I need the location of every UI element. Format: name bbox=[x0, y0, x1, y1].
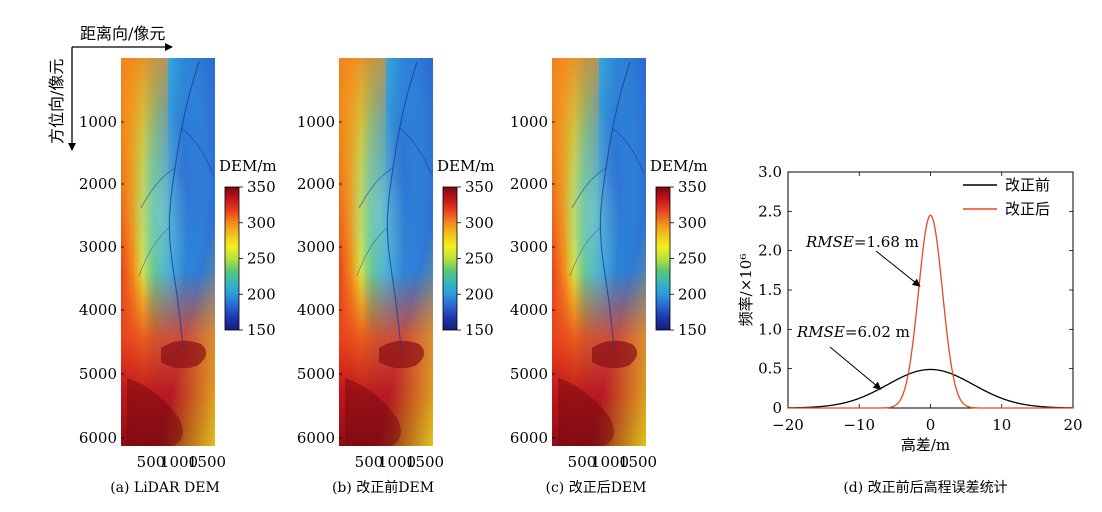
colorbar-tick-label: 300 bbox=[678, 214, 707, 232]
legend-label: 改正后 bbox=[1005, 200, 1050, 218]
dem-panel-caption: (b) 改正前DEM bbox=[332, 479, 434, 496]
x-tick-label: 20 bbox=[1063, 416, 1082, 434]
dem-x-tick-label: 1000 bbox=[160, 453, 198, 471]
dem-x-tick-label: 1500 bbox=[406, 453, 444, 471]
dem-y-tick-label: 3000 bbox=[510, 238, 548, 256]
dem-image bbox=[339, 58, 433, 446]
colorbar-tick-label: 350 bbox=[465, 178, 494, 196]
dem-y-tick-label: 1000 bbox=[510, 113, 548, 131]
x-axis-label: 高差/m bbox=[901, 436, 950, 454]
y-tick-label: 0 bbox=[772, 399, 782, 417]
colorbar-tick-label: 150 bbox=[678, 321, 707, 339]
dem-panel-caption: (a) LiDAR DEM bbox=[110, 480, 220, 496]
dem-x-tick-label: 1000 bbox=[591, 453, 629, 471]
legend-label: 改正前 bbox=[1005, 176, 1050, 194]
series-line-1 bbox=[788, 214, 1073, 409]
colorbar-tick-label: 150 bbox=[465, 321, 494, 339]
dem-x-tick-label: 500 bbox=[568, 453, 597, 471]
colorbar-tick-label: 350 bbox=[247, 178, 276, 196]
dem-y-tick-label: 1000 bbox=[297, 113, 335, 131]
colorbar-tick-label: 200 bbox=[247, 285, 276, 303]
colorbar bbox=[442, 186, 458, 331]
dem-x-tick-label: 500 bbox=[355, 453, 384, 471]
dem-image bbox=[552, 58, 646, 446]
rmse-annotation: RMSE=6.02 m bbox=[796, 323, 910, 341]
colorbar-title: DEM/m bbox=[219, 157, 277, 175]
dem-y-tick-label: 4000 bbox=[79, 301, 117, 319]
chart-caption: (d) 改正前后高程误差统计 bbox=[843, 479, 1007, 496]
dem-y-tick-label: 2000 bbox=[510, 175, 548, 193]
dem-panel-caption: (c) 改正后DEM bbox=[546, 480, 647, 496]
x-tick-label: 10 bbox=[992, 416, 1011, 434]
colorbar-tick-label: 300 bbox=[247, 214, 276, 232]
colorbar bbox=[655, 186, 671, 331]
dem-x-tick-label: 1000 bbox=[378, 453, 416, 471]
colorbar-tick-label: 200 bbox=[465, 285, 494, 303]
dem-y-tick-label: 6000 bbox=[297, 429, 335, 447]
dem-image bbox=[121, 58, 215, 446]
colorbar-tick-label: 150 bbox=[247, 321, 276, 339]
colorbar-tick-label: 350 bbox=[678, 178, 707, 196]
colorbar bbox=[224, 186, 240, 331]
dem-y-tick-label: 4000 bbox=[510, 301, 548, 319]
colorbar-title: DEM/m bbox=[650, 157, 708, 175]
dem-y-tick-label: 6000 bbox=[510, 429, 548, 447]
colorbar-tick-label: 250 bbox=[247, 250, 276, 268]
dem-x-tick-label: 1500 bbox=[619, 453, 657, 471]
rmse-annotation: RMSE=1.68 m bbox=[805, 233, 919, 251]
dem-y-tick-label: 1000 bbox=[79, 113, 117, 131]
y-axis-label: 频率/×10⁶ bbox=[737, 254, 755, 327]
x-tick-label: −20 bbox=[772, 416, 804, 434]
rmse-arrow bbox=[829, 346, 882, 390]
rmse-arrow bbox=[875, 250, 921, 287]
colorbar-title: DEM/m bbox=[437, 157, 495, 175]
colorbar-tick-label: 250 bbox=[678, 250, 707, 268]
x-tick-label: 0 bbox=[926, 416, 936, 434]
dem-y-tick-label: 4000 bbox=[297, 301, 335, 319]
y-tick-label: 2.5 bbox=[758, 202, 782, 220]
dem-y-tick-label: 6000 bbox=[79, 429, 117, 447]
dem-y-tick-label: 5000 bbox=[79, 365, 117, 383]
dem-y-tick-label: 5000 bbox=[510, 365, 548, 383]
dem-y-tick-label: 2000 bbox=[297, 175, 335, 193]
colorbar-tick-label: 300 bbox=[465, 214, 494, 232]
y-tick-label: 3.0 bbox=[758, 163, 782, 181]
series-line-0 bbox=[787, 368, 1074, 409]
y-tick-label: 0.5 bbox=[758, 360, 782, 378]
y-tick-label: 2.0 bbox=[758, 242, 782, 260]
dem-x-tick-label: 1500 bbox=[188, 453, 226, 471]
azimuth-direction-label: 方位向/像元 bbox=[47, 59, 66, 144]
dem-y-tick-label: 5000 bbox=[297, 365, 335, 383]
dem-y-tick-label: 3000 bbox=[79, 238, 117, 256]
y-tick-label: 1.0 bbox=[758, 320, 782, 338]
x-tick-label: −10 bbox=[843, 416, 875, 434]
error-distribution-chart: −20 −10 0 10 20 0 0.5 1.0 1.5 2.0 2.5 3.0 高差/m 频率/×10… bbox=[737, 163, 1083, 496]
dem-y-tick-label: 2000 bbox=[79, 175, 117, 193]
range-direction-label: 距离向/像元 bbox=[80, 24, 165, 43]
y-tick-label: 1.5 bbox=[758, 281, 782, 299]
dem-y-tick-label: 3000 bbox=[297, 238, 335, 256]
colorbar-tick-label: 250 bbox=[465, 250, 494, 268]
colorbar-tick-label: 200 bbox=[678, 285, 707, 303]
dem-x-tick-label: 500 bbox=[137, 453, 166, 471]
